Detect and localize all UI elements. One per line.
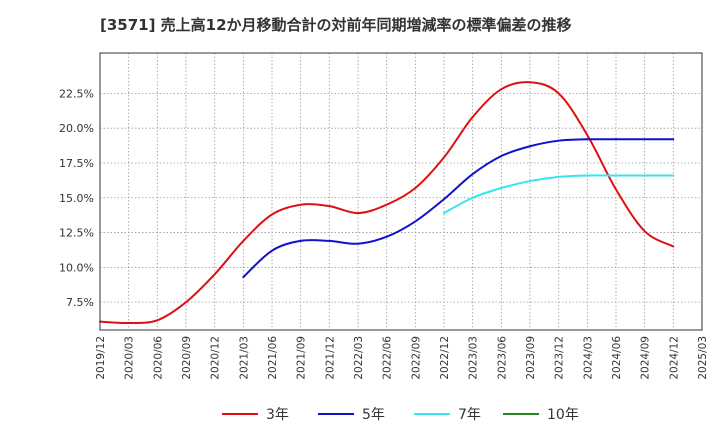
legend-item: 3年 <box>222 404 289 424</box>
x-tick-label: 2020/06 <box>152 336 164 380</box>
x-tick-label: 2025/03 <box>697 336 709 380</box>
y-tick-label: 10.0% <box>59 261 94 274</box>
legend: 3年 5年 7年 10年 <box>0 400 720 430</box>
y-axis-tick-labels: 7.5% 10.0% 12.5% 15.0% 17.5% 20.0% 22.5% <box>59 87 94 309</box>
y-tick-label: 12.5% <box>59 227 94 240</box>
legend-swatch <box>414 413 450 415</box>
legend-swatch <box>318 413 354 415</box>
x-tick-label: 2022/06 <box>382 336 394 380</box>
x-tick-label: 2021/12 <box>324 336 336 380</box>
y-tick-label: 17.5% <box>59 157 94 170</box>
line-chart: 7.5% 10.0% 12.5% 15.0% 17.5% 20.0% 22.5% 2019/… <box>59 52 709 380</box>
x-tick-label: 2019/12 <box>95 336 107 380</box>
legend-swatch <box>503 413 539 415</box>
x-tick-label: 2024/03 <box>582 336 594 380</box>
y-tick-label: 7.5% <box>66 296 94 309</box>
x-tick-label: 2021/06 <box>267 336 279 380</box>
legend-label: 10年 <box>547 407 579 423</box>
x-tick-label: 2022/09 <box>410 336 422 380</box>
x-tick-label: 2023/06 <box>496 336 508 380</box>
x-tick-label: 2022/12 <box>439 336 451 380</box>
legend-item: 10年 <box>503 404 579 424</box>
x-tick-label: 2023/03 <box>468 336 480 380</box>
series-lines <box>99 81 675 325</box>
x-tick-label: 2023/09 <box>525 336 537 380</box>
x-tick-label: 2024/09 <box>640 336 652 380</box>
legend-item: 7年 <box>414 404 481 424</box>
series-line-2 <box>443 174 675 215</box>
series-line-1 <box>242 138 675 279</box>
legend-label: 5年 <box>362 407 385 423</box>
plot-area-frame <box>99 52 703 331</box>
x-tick-label: 2021/09 <box>296 336 308 380</box>
legend-label: 7年 <box>458 407 481 423</box>
series-line-0 <box>99 81 675 325</box>
x-tick-label: 2023/12 <box>554 336 566 380</box>
x-tick-label: 2020/12 <box>210 336 222 380</box>
chart-title: [3571] 売上高12か月移動合計の対前年同期増減率の標準偏差の推移 <box>100 16 572 34</box>
y-tick-label: 22.5% <box>59 87 94 100</box>
x-tick-label: 2021/03 <box>238 336 250 380</box>
x-axis-tick-labels: 2019/12 2020/03 2020/06 2020/09 2020/12 2021/… <box>95 336 709 380</box>
legend-label: 3年 <box>266 407 289 423</box>
legend-item: 5年 <box>318 404 385 424</box>
x-tick-label: 2024/06 <box>611 336 623 380</box>
grid <box>100 53 702 330</box>
legend-swatch <box>222 413 258 415</box>
x-tick-label: 2024/12 <box>668 336 680 380</box>
x-tick-label: 2020/09 <box>181 336 193 380</box>
y-tick-label: 15.0% <box>59 192 94 205</box>
y-tick-label: 20.0% <box>59 122 94 135</box>
x-tick-label: 2020/03 <box>124 336 136 380</box>
x-tick-label: 2022/03 <box>353 336 365 380</box>
